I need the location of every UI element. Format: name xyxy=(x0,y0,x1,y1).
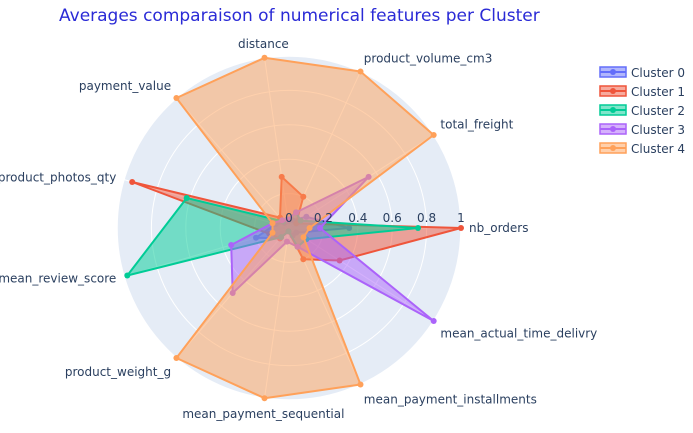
axis-label-nb-orders: nb_orders xyxy=(469,221,528,235)
data-point-cluster-4-5 xyxy=(269,220,276,227)
data-point-cluster-4-10 xyxy=(300,234,307,241)
axis-label-product-volume-cm3: product_volume_cm3 xyxy=(364,51,493,65)
data-point-cluster-2-6 xyxy=(124,272,131,279)
data-point-cluster-4-9 xyxy=(357,381,364,388)
legend-marker-cluster-3 xyxy=(610,126,616,132)
axis-label-mean-actual-time-delivry: mean_actual_time_delivry xyxy=(440,326,597,340)
axis-label-mean-review-score: mean_review_score xyxy=(0,272,116,286)
chart-title: Averages comparaison of numerical featur… xyxy=(59,6,540,26)
axis-label-product-weight-g: product_weight_g xyxy=(65,365,171,379)
data-point-cluster-4-1 xyxy=(430,132,437,138)
axis-label-total-freight: total_freight xyxy=(440,118,513,132)
legend-item-cluster-3[interactable]: Cluster 3 xyxy=(599,123,685,137)
data-point-cluster-4-6 xyxy=(269,229,276,236)
radial-tick-5: 1 xyxy=(457,211,465,225)
series-layer xyxy=(124,54,464,402)
legend-marker-cluster-0 xyxy=(610,69,616,75)
legend-marker-cluster-1 xyxy=(610,88,616,94)
data-point-cluster-2-0 xyxy=(415,225,421,231)
axis-label-distance: distance xyxy=(238,37,289,51)
series-area-cluster-4 xyxy=(175,56,435,400)
legend-label-cluster-2: Cluster 2 xyxy=(631,104,685,118)
axis-label-mean-payment-installments: mean_payment_installments xyxy=(364,393,537,407)
legend-marker-cluster-2 xyxy=(610,107,616,113)
angular-axis-labels: nb_orders total_freight product_volume_cm3… xyxy=(0,37,597,421)
data-point-cluster-4-2 xyxy=(357,68,364,75)
radial-tick-1: 0.2 xyxy=(314,211,333,225)
data-point-cluster-3-0 xyxy=(317,225,323,231)
data-point-cluster-4-4 xyxy=(173,95,180,101)
data-point-cluster-4-7 xyxy=(173,355,180,361)
legend-marker-cluster-4 xyxy=(610,145,616,151)
legend-label-cluster-3: Cluster 3 xyxy=(631,123,685,137)
data-point-cluster-2-5 xyxy=(183,195,190,201)
series-cluster-4 xyxy=(173,54,437,402)
data-point-cluster-4-0 xyxy=(306,225,313,231)
axis-label-payment-value: payment_value xyxy=(79,79,171,93)
axis-label-mean-payment-sequential: mean_payment_sequential xyxy=(182,407,344,421)
legend-item-cluster-2[interactable]: Cluster 2 xyxy=(599,104,685,118)
data-point-cluster-4-8 xyxy=(261,395,268,402)
legend-label-cluster-4: Cluster 4 xyxy=(631,142,685,156)
legend-item-cluster-0[interactable]: Cluster 0 xyxy=(599,66,685,80)
legend-item-cluster-1[interactable]: Cluster 1 xyxy=(599,85,685,99)
radial-tick-4: 0.8 xyxy=(417,211,436,225)
radial-ticks: 0 0.2 0.4 0.6 0.8 1 xyxy=(285,211,465,225)
data-point-cluster-1-5 xyxy=(129,179,136,185)
radial-tick-3: 0.6 xyxy=(383,211,402,225)
legend-label-cluster-1: Cluster 1 xyxy=(631,85,685,99)
legend-label-cluster-0: Cluster 0 xyxy=(631,66,685,80)
radial-tick-2: 0.4 xyxy=(348,211,367,225)
legend-item-cluster-4[interactable]: Cluster 4 xyxy=(599,142,685,156)
data-point-cluster-4-3 xyxy=(261,54,268,61)
data-point-cluster-1-0 xyxy=(458,225,464,231)
data-point-cluster-3-10 xyxy=(430,318,437,324)
axis-label-product-photos-qty: product_photos_qty xyxy=(0,170,116,184)
radial-tick-0: 0 xyxy=(285,211,293,225)
data-point-cluster-3-6 xyxy=(228,242,235,248)
legend: Cluster 0 Cluster 1 Cluster 2 Cluster 3 Clus… xyxy=(599,66,685,156)
